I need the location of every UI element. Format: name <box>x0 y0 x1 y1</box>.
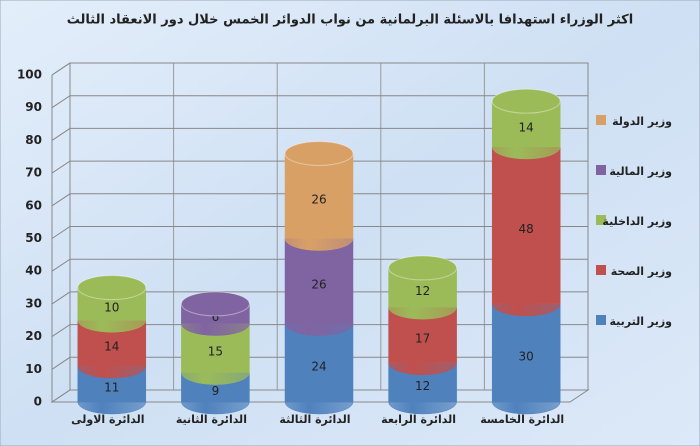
x-tick-label: الدائرة الثالثة <box>279 413 350 426</box>
legend-swatch <box>596 115 606 125</box>
legend-label: وزير الصحة <box>611 265 672 278</box>
y-tick-label: 20 <box>25 329 42 343</box>
cylinder-top <box>284 140 354 166</box>
value-label: 11 <box>104 381 119 395</box>
legend-swatch <box>596 315 606 325</box>
value-label: 10 <box>104 300 119 314</box>
grid-line <box>51 95 588 109</box>
x-tick-label: الدائرة الاولى <box>71 413 144 426</box>
value-label: 15 <box>208 345 223 359</box>
x-tick-label: الدائرة الرابعة <box>381 413 456 426</box>
cylinder-top <box>180 291 250 317</box>
y-tick-label: 90 <box>25 100 42 114</box>
y-tick-label: 80 <box>25 133 42 147</box>
value-label: 26 <box>311 192 326 206</box>
value-label: 14 <box>519 121 534 135</box>
cylinder-top <box>388 255 458 281</box>
legend-swatch <box>596 215 606 225</box>
value-label: 12 <box>415 379 430 393</box>
y-tick-label: 10 <box>25 362 42 376</box>
legend-swatch <box>596 165 606 175</box>
legend-label: وزير التربية <box>610 315 673 328</box>
grid-line <box>51 193 588 207</box>
value-label: 12 <box>415 284 430 298</box>
value-label: 24 <box>311 359 326 373</box>
x-tick-label: الدائرة الثانية <box>176 413 247 426</box>
value-label: 48 <box>519 222 534 236</box>
y-tick-label: 100 <box>17 68 42 82</box>
y-tick-label: 40 <box>25 264 42 278</box>
value-label: 9 <box>212 384 220 398</box>
chart-title: اكثر الوزراء استهدافا بالاسئلة البرلماني… <box>67 13 633 28</box>
grid-line <box>51 226 588 239</box>
grid-line <box>51 160 588 174</box>
grid-line <box>51 62 588 76</box>
legend-label: وزير الداخلية <box>602 215 672 228</box>
cylinder-top <box>491 88 561 114</box>
y-tick-label: 70 <box>25 166 42 180</box>
grid-line <box>51 127 588 141</box>
legend-swatch <box>596 265 606 275</box>
cylinder-top <box>77 275 147 301</box>
value-label: 14 <box>104 340 119 354</box>
legend-label: وزير الدولة <box>612 115 672 128</box>
value-label: 26 <box>311 278 326 292</box>
value-label: 17 <box>415 331 430 345</box>
y-tick-label: 50 <box>25 231 42 245</box>
y-tick-label: 30 <box>25 296 42 310</box>
x-tick-label: الدائرة الخامسة <box>480 413 564 426</box>
y-tick-label: 60 <box>25 198 42 212</box>
value-label: 6 <box>212 310 220 324</box>
y-tick-label: 0 <box>34 395 42 409</box>
value-label: 30 <box>519 349 534 363</box>
legend-label: وزير المالية <box>609 165 672 178</box>
